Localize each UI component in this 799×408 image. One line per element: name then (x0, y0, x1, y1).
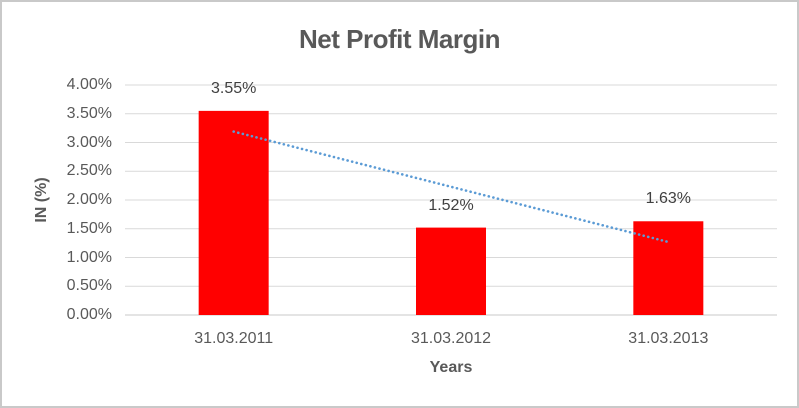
bar-31.03.2012 (416, 227, 486, 315)
y-tick-label: 1.00% (66, 248, 112, 266)
y-tick-label: 0.50% (66, 277, 112, 295)
bar-31.03.2011 (198, 110, 269, 315)
chart-title: Net Profit Margin (299, 24, 500, 54)
x-tick-label: 31.03.2013 (628, 330, 709, 347)
data-label: 3.55% (210, 79, 257, 97)
y-tick-label: 0.00% (66, 306, 112, 323)
y-tick-label: 3.00% (66, 133, 112, 151)
x-tick-label: 31.03.2012 (410, 330, 492, 347)
y-tick-label: 1.50% (66, 219, 112, 237)
bar-31.03.2013 (633, 221, 704, 315)
y-tick-label: 2.00% (66, 191, 112, 208)
x-axis-title: Years (429, 359, 473, 376)
data-label: 1.63% (645, 190, 692, 208)
y-tick-label: 3.50% (66, 104, 112, 122)
y-tick-label: 4.00% (66, 76, 112, 93)
y-tick-label: 2.50% (66, 162, 112, 180)
x-tick-label: 31.03.2011 (194, 330, 274, 347)
trendline (232, 130, 670, 244)
data-label: 1.52% (428, 196, 474, 214)
